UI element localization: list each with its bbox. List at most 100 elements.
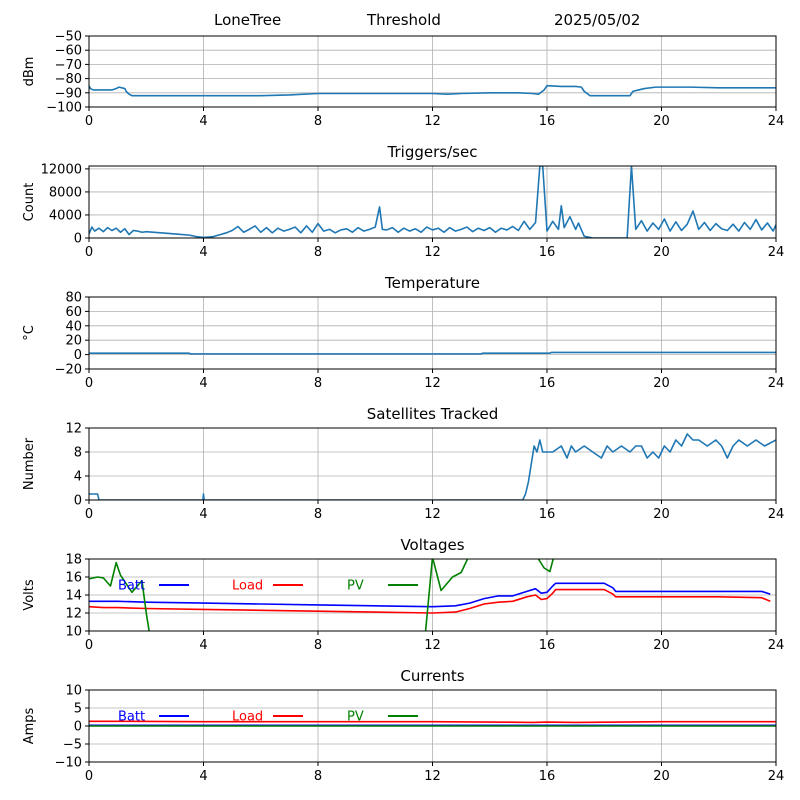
x-tick-label: 0 <box>85 245 93 260</box>
chart-title: Triggers/sec <box>387 143 478 161</box>
x-tick-label: 16 <box>539 638 556 653</box>
x-tick-label: 20 <box>653 638 670 653</box>
x-tick-label: 20 <box>653 507 670 522</box>
x-tick-label: 4 <box>199 245 207 260</box>
y-tick-label: 16 <box>65 571 82 586</box>
x-tick-label: 24 <box>768 245 785 260</box>
y-axis-label: dBm <box>22 57 37 87</box>
x-tick-label: 0 <box>85 507 93 522</box>
x-tick-label: 0 <box>85 638 93 653</box>
y-tick-label: 80 <box>65 291 82 306</box>
x-tick-label: 4 <box>199 769 207 784</box>
x-tick-label: 0 <box>85 769 93 784</box>
y-tick-label: 14 <box>65 589 82 604</box>
y-tick-label: 0 <box>74 348 82 363</box>
x-tick-label: 12 <box>424 376 441 391</box>
series-line <box>89 433 776 500</box>
y-tick-label: 12 <box>65 422 82 437</box>
series-line <box>89 351 776 355</box>
x-tick-label: 4 <box>199 376 207 391</box>
chart-triggers: 0 4 8 12 16 20 24 0 4000 8000 12000 Count Triggers/s… <box>22 143 784 260</box>
series-line <box>89 84 776 97</box>
x-tick-label: 4 <box>199 638 207 653</box>
series-line-load <box>89 588 771 614</box>
x-tick-label: 8 <box>314 245 322 260</box>
x-tick-label: 0 <box>85 114 93 129</box>
trigger-mode: Threshold <box>367 11 441 29</box>
y-tick-label: 0 <box>74 232 82 247</box>
legend-label: Load <box>232 710 263 725</box>
x-tick-label: 4 <box>199 114 207 129</box>
legend-label: Batt <box>118 579 145 594</box>
legend-label: PV <box>347 579 364 594</box>
x-tick-label: 0 <box>85 376 93 391</box>
y-tick-label: 10 <box>65 684 82 699</box>
y-tick-label: −50 <box>55 30 82 45</box>
x-tick-label: 8 <box>314 376 322 391</box>
x-tick-label: 12 <box>424 638 441 653</box>
y-tick-label: 12 <box>65 607 82 622</box>
x-tick-label: 12 <box>424 114 441 129</box>
y-tick-label: −20 <box>55 363 82 378</box>
x-tick-label: 24 <box>768 376 785 391</box>
x-tick-label: 8 <box>314 507 322 522</box>
x-tick-label: 16 <box>539 245 556 260</box>
x-tick-label: 24 <box>768 507 785 522</box>
y-axis-label: Amps <box>22 707 37 744</box>
y-tick-label: 40 <box>65 319 82 334</box>
legend-label: PV <box>347 710 364 725</box>
x-tick-label: 12 <box>424 507 441 522</box>
y-tick-label: −5 <box>63 738 82 753</box>
y-tick-label: −60 <box>55 44 82 59</box>
x-tick-label: 16 <box>539 769 556 784</box>
legend-label: Load <box>232 579 263 594</box>
y-axis-label: Count <box>22 183 37 222</box>
y-tick-label: 0 <box>74 720 82 735</box>
y-tick-label: 18 <box>65 553 82 568</box>
x-tick-label: 12 <box>424 245 441 260</box>
chart-voltages: 0 4 8 12 16 20 24 10 12 14 16 18 Volts Voltages Batt Lo… <box>22 536 784 653</box>
y-tick-label: 5 <box>74 702 82 717</box>
y-tick-label: 10 <box>65 625 82 640</box>
report-date: 2025/05/02 <box>554 11 641 29</box>
y-axis-label: Volts <box>22 579 37 611</box>
x-tick-label: 16 <box>539 376 556 391</box>
y-tick-label: −100 <box>46 101 82 116</box>
y-axis-label: Number <box>22 437 37 490</box>
legend-label: Batt <box>118 710 145 725</box>
y-tick-label: −80 <box>55 72 82 87</box>
x-tick-label: 20 <box>653 114 670 129</box>
y-tick-label: −70 <box>55 58 82 73</box>
y-tick-label: 12000 <box>41 162 82 177</box>
chart-satellites: 0 4 8 12 16 20 24 0 4 8 12 Number Satellites Tracked <box>22 405 784 522</box>
x-tick-label: 20 <box>653 769 670 784</box>
y-tick-label: 8 <box>74 446 82 461</box>
y-axis-label: °C <box>22 325 37 341</box>
y-tick-label: 0 <box>74 494 82 509</box>
x-tick-label: 12 <box>424 769 441 784</box>
figure-header: LoneTree Threshold 2025/05/02 <box>0 0 800 36</box>
x-tick-label: 20 <box>653 245 670 260</box>
y-tick-label: 60 <box>65 305 82 320</box>
y-tick-label: 8000 <box>49 185 82 200</box>
chart-rssi: 0 4 8 12 16 20 24 −100−90−80−70−60−50 dBm <box>22 30 784 130</box>
y-tick-label: −90 <box>55 86 82 101</box>
chart-title: Currents <box>400 667 464 685</box>
y-tick-label: 20 <box>65 334 82 349</box>
x-tick-label: 8 <box>314 114 322 129</box>
chart-title: Voltages <box>400 536 464 554</box>
y-tick-label: 4 <box>74 470 82 485</box>
x-tick-label: 24 <box>768 114 785 129</box>
chart-currents: 0 4 8 12 16 20 24 −10 −5 0 5 10 Amps Currents Batt Load… <box>22 667 784 784</box>
x-tick-label: 8 <box>314 638 322 653</box>
station-name: LoneTree <box>214 11 282 29</box>
y-tick-label: 4000 <box>49 208 82 223</box>
chart-title: Satellites Tracked <box>367 405 498 423</box>
x-tick-label: 8 <box>314 769 322 784</box>
series-line-batt <box>89 582 771 608</box>
x-tick-label: 20 <box>653 376 670 391</box>
x-tick-label: 24 <box>768 638 785 653</box>
x-tick-label: 16 <box>539 507 556 522</box>
chart-title: Temperature <box>384 274 480 292</box>
x-tick-label: 16 <box>539 114 556 129</box>
